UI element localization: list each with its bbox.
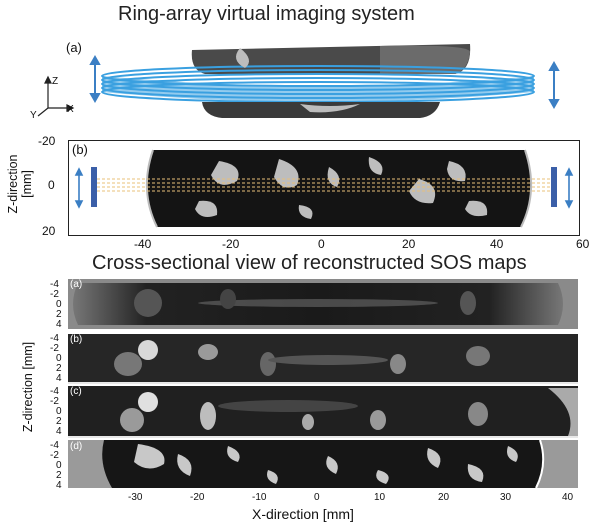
panel-b-ylabel-line2: [mm] xyxy=(20,170,34,198)
panel-b-xtick: 0 xyxy=(318,237,325,251)
panel-b-xtick: 40 xyxy=(490,237,504,251)
sos-map-d-svg xyxy=(102,440,545,488)
panel-b-ylabel-line1: Z-direction xyxy=(6,154,20,214)
bottom-title: Cross-sectional view of reconstructed SO… xyxy=(92,252,527,274)
sos-ytick: 0 xyxy=(56,299,62,310)
sos-ytick: 4 xyxy=(56,480,62,491)
axis-x-label: X xyxy=(67,104,74,115)
sos-ylabel: Z-direction [mm] xyxy=(21,341,35,433)
panel-b-ytick: 20 xyxy=(42,224,56,238)
panel-a-illustration xyxy=(0,30,598,130)
sos-ytick: -4 xyxy=(50,279,59,290)
sos-ytick: -2 xyxy=(50,450,59,461)
sos-ytick: -4 xyxy=(50,386,59,397)
panel-b-xtick: 20 xyxy=(402,237,416,251)
beam-lines xyxy=(97,178,551,192)
axis-z-label: Z xyxy=(52,76,59,87)
panel-b-plot xyxy=(68,140,580,236)
axis-triad-icon xyxy=(37,75,75,117)
sos-panel-label: (d) xyxy=(70,441,83,452)
sos-xtick: 20 xyxy=(438,492,450,503)
sos-ytick: 4 xyxy=(56,373,62,384)
panel-b-ytick: -20 xyxy=(38,134,56,148)
sos-panel-label: (b) xyxy=(70,334,83,345)
panel-b-xtick: 60 xyxy=(576,237,590,251)
tissue-cross-section xyxy=(146,150,532,227)
axis-y-label: Y xyxy=(30,110,37,121)
sos-map-b xyxy=(68,334,578,384)
sos-panel-label: (a) xyxy=(70,279,83,290)
tissue-inclusions xyxy=(195,157,488,219)
sos-xlabel: X-direction [mm] xyxy=(252,506,354,522)
sos-ytick: 4 xyxy=(56,319,62,330)
sos-ytick: -2 xyxy=(50,396,59,407)
panel-a-label: (a) xyxy=(66,40,82,55)
sos-panel-label: (c) xyxy=(70,386,82,397)
sos-map-c xyxy=(68,386,578,438)
sos-ytick: 4 xyxy=(56,426,62,437)
sos-xtick: -10 xyxy=(252,492,267,503)
sos-xtick: 30 xyxy=(500,492,512,503)
sos-xtick: 40 xyxy=(562,492,574,503)
sos-xtick: -30 xyxy=(128,492,143,503)
sos-ytick: 0 xyxy=(56,353,62,364)
sos-ytick: -4 xyxy=(50,440,59,451)
sos-ytick: 2 xyxy=(56,416,62,427)
sos-map-a-svg xyxy=(73,283,563,325)
sos-map-c-svg xyxy=(68,386,578,436)
sos-ytick: 2 xyxy=(56,470,62,481)
sos-map-a xyxy=(68,279,578,329)
panel-b-ylabel: Z-direction [mm] xyxy=(6,154,34,214)
panel-b-xtick: -40 xyxy=(134,237,152,251)
sos-xtick: 0 xyxy=(314,492,320,503)
panel-b-xtick: -20 xyxy=(222,237,240,251)
panel-b-ytick: 0 xyxy=(48,178,55,192)
ring-array-3d-svg xyxy=(37,44,560,118)
sos-xtick: -20 xyxy=(190,492,205,503)
panel-b-svg xyxy=(74,149,574,228)
sos-ytick: 2 xyxy=(56,363,62,374)
sos-ytick: -2 xyxy=(50,289,59,300)
sos-map-b-svg xyxy=(68,334,578,382)
sos-ytick: 0 xyxy=(56,460,62,471)
top-title: Ring-array virtual imaging system xyxy=(118,3,415,25)
sos-ytick: 2 xyxy=(56,309,62,320)
vertical-arrows xyxy=(89,54,560,110)
sos-ytick: 0 xyxy=(56,406,62,417)
sos-map-d xyxy=(68,440,578,488)
sos-ytick: -2 xyxy=(50,343,59,354)
sos-xtick: 10 xyxy=(374,492,386,503)
panel-b-label: (b) xyxy=(72,142,88,157)
sos-ytick: -4 xyxy=(50,333,59,344)
